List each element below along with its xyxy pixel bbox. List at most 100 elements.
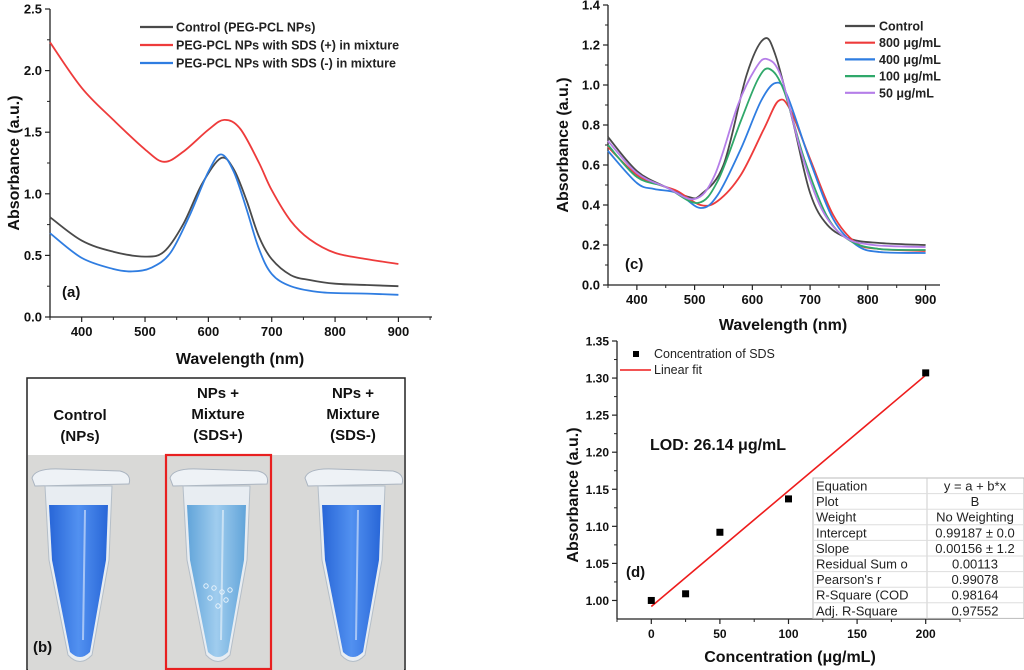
stats-value: y = a + b*x [944,479,1007,494]
tube-label-line: (SDS-) [330,427,376,444]
x-tick-label: 400 [626,292,648,307]
tube-lid [304,468,404,487]
data-point [785,495,792,503]
legend-label-4: 50 μg/mL [879,86,934,100]
stats-key: R-Square (COD [816,588,908,603]
x-tick-label: 0 [648,627,655,641]
y-tick-label: 0.0 [582,278,600,293]
y-tick-label: 0.2 [582,238,600,253]
x-tick-label: 700 [799,292,821,307]
y-tick-label: 1.25 [586,409,610,423]
chart-c: 400 500 600 700 800 900 0.0 0.2 0.4 0.6 0.8 1.0 1.2 1… [555,0,941,334]
data-point [716,528,724,536]
panel-label: (b) [33,639,52,656]
x-axis-title: Wavelength (nm) [176,351,304,368]
tube-label-line: Mixture [191,406,244,423]
series-line-3 [607,67,926,251]
y-tick-label: 0.8 [582,118,600,133]
tube-highlight [220,509,224,641]
tube-lid [169,468,269,487]
foam-bubble [203,583,209,589]
x-axis-title: Wavelength (nm) [719,317,847,334]
series-line-2 [49,153,399,296]
panel-label: (a) [62,284,80,301]
stats-value: 0.97552 [952,603,999,618]
stats-value: B [971,494,980,509]
y-tick-label: 1.20 [586,446,610,460]
x-tick-label: 150 [847,627,867,641]
photo-panel-b: Control (NPs) NPs + Mixture (SDS+) NPs + Mixtu… [26,377,406,670]
highlight-box [164,453,273,670]
tube-label-line: (NPs) [60,428,99,445]
tube-liquid [49,505,108,657]
y-tick-label: 1.0 [24,186,42,201]
y-tick-label: 1.10 [586,520,610,534]
stats-key: Slope [816,541,849,556]
foam-bubble [207,595,213,601]
y-tick-label: 1.4 [582,0,601,13]
legend-label-0: Control (PEG-PCL NPs) [176,21,315,35]
series-line-4 [607,57,926,248]
stats-table: Equation y = a + b*x Plot B Weight No Weighti… [812,477,1024,619]
y-tick-label: 1.15 [586,483,610,497]
foam-bubble [215,603,221,609]
x-tick-label: 800 [324,324,346,339]
tube-2 [304,468,404,662]
foam-bubble [223,597,229,603]
stats-value: 0.00156 ± 1.2 [935,541,1014,556]
data-point [647,596,655,604]
y-axis-title: Absorbance (a.u.) [555,77,572,212]
stats-table-bg [812,477,1024,619]
foam-bubble [227,587,233,593]
x-tick-label: 500 [134,324,156,339]
lod-annotation: LOD: 26.14 μg/mL [650,437,786,454]
legend-label-3: 100 μg/mL [879,70,941,84]
data-point [682,590,690,598]
x-tick-label: 900 [388,324,410,339]
stats-value: 0.99078 [952,572,999,587]
series-line-0 [49,156,399,288]
y-tick-label: 1.2 [582,38,600,53]
series-line-1 [49,41,399,265]
stats-value: No Weighting [936,510,1014,525]
stats-key: Plot [816,494,839,509]
tube-label-line: Control [53,407,106,424]
tube-1 [169,468,269,662]
series-line-2 [607,81,926,254]
y-axis-title: Absorbance (a.u.) [565,427,582,562]
x-tick-label: 200 [916,627,936,641]
tube-label-line: (SDS+) [193,427,243,444]
stats-key: Pearson's r [816,572,882,587]
stats-key: Equation [816,479,867,494]
legend-label-2: PEG-PCL NPs with SDS (-) in mixture [176,57,396,71]
y-tick-label: 0.6 [582,158,600,173]
foam-bubble [211,585,217,591]
tube-0 [31,468,131,662]
y-tick-label: 1.00 [586,594,610,608]
tube-liquid [187,505,246,657]
panel-label: (c) [625,256,643,273]
legend-label-2: 400 μg/mL [879,53,941,67]
fit-line [650,374,927,608]
legend-label-0: Control [879,20,923,34]
y-axis-title: Absorbance (a.u.) [6,95,23,230]
x-tick-label: 900 [915,292,937,307]
tube-lid [31,468,131,487]
tube-label-line: NPs + [197,385,239,402]
foam-bubble [219,589,225,595]
x-tick-label: 500 [684,292,706,307]
y-tick-label: 1.35 [586,335,610,349]
tube-highlight [355,509,359,641]
legend-label-1: PEG-PCL NPs with SDS (+) in mixture [176,39,399,53]
stats-value: 0.00113 [952,557,998,572]
y-tick-label: 0.0 [24,310,42,325]
y-tick-label: 2.5 [24,2,42,17]
x-tick-label: 100 [778,627,798,641]
y-tick-label: 2.0 [24,63,42,78]
tube-label-line: NPs + [332,385,374,402]
chart-a: 400 500 600 700 800 900 0.0 0.5 1.0 1.5 2.0 2.5 Wave… [6,2,432,368]
series-line-1 [607,98,926,252]
data-point [922,369,930,377]
x-tick-label: 50 [713,627,727,641]
